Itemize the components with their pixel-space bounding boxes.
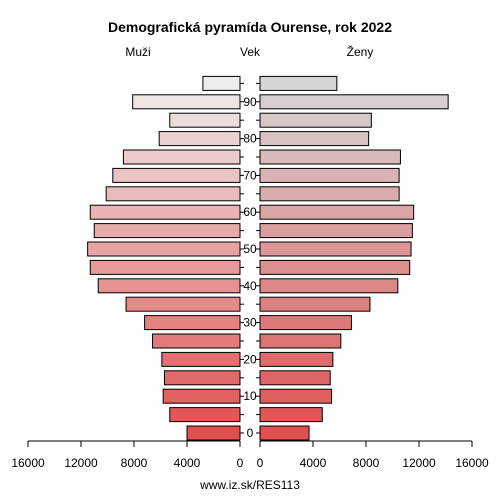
female-bar-85-89 [259, 112, 372, 128]
age-tick-label: 70 [243, 168, 257, 182]
age-tick-label: 40 [243, 279, 257, 293]
x-tick-label-left: 8000 [121, 456, 148, 470]
female-bar-45-49 [259, 259, 411, 275]
female-bar-70-74 [259, 167, 400, 183]
male-bar-15-19 [163, 370, 241, 386]
female-bar-50-54 [259, 241, 412, 257]
x-tick-label-left: 4000 [174, 456, 201, 470]
male-bar-20-24 [161, 351, 241, 367]
male-bar-85-89 [169, 112, 241, 128]
male-bar-30-34 [144, 315, 241, 331]
female-bar-30-34 [259, 315, 352, 331]
x-tick-label-right: 4000 [300, 456, 327, 470]
age-tick-label: 10 [243, 389, 257, 403]
male-bar-90-94 [132, 94, 241, 110]
x-tick-label-right: 12000 [402, 456, 436, 470]
footer-url: www.iz.sk/RES113 [199, 478, 300, 492]
female-bar-5-9 [259, 407, 323, 423]
male-bar-5-9 [169, 407, 241, 423]
female-bar-75-79 [259, 149, 401, 165]
female-bar-40-44 [259, 278, 399, 294]
x-tick-label-right: 8000 [353, 456, 380, 470]
age-tick-label: 0 [247, 426, 254, 440]
female-bar-65-69 [259, 186, 400, 202]
age-tick-label: 20 [243, 352, 257, 366]
male-bar-35-39 [125, 296, 241, 312]
center-label: Vek [240, 45, 261, 59]
male-bar-25-29 [152, 333, 241, 349]
chart-title: Demografická pyramída Ourense, rok 2022 [108, 19, 392, 35]
age-tick-label: 60 [243, 205, 257, 219]
age-tick-label: 50 [243, 242, 257, 256]
female-bar-80-84 [259, 131, 370, 147]
male-bar-95+ [202, 75, 241, 91]
x-axis-right: 0 4000 8000 12000 16000 [257, 440, 489, 470]
x-tick-label-left: 12000 [64, 456, 98, 470]
left-label: Muži [125, 45, 150, 59]
x-tick-label-right: 16000 [455, 456, 489, 470]
x-axis-left: 16000 12000 8000 4000 0 [11, 440, 244, 470]
female-bar-60-64 [259, 204, 415, 220]
x-tick-label-left: 0 [237, 456, 244, 470]
male-bar-75-79 [122, 149, 241, 165]
male-bar-80-84 [158, 131, 241, 147]
male-bar-65-69 [105, 186, 241, 202]
female-bar-25-29 [259, 333, 342, 349]
female-bar-55-59 [259, 223, 413, 239]
female-bar-35-39 [259, 296, 371, 312]
age-tick-label: 90 [243, 95, 257, 109]
female-bars [259, 75, 449, 441]
male-bar-55-59 [93, 223, 241, 239]
female-bar-20-24 [259, 351, 334, 367]
age-axis: 0 10 20 30 40 50 60 70 80 90 [240, 82, 260, 440]
female-bar-90-94 [259, 94, 449, 110]
male-bar-40-44 [97, 278, 241, 294]
x-tick-label-left: 16000 [11, 456, 45, 470]
age-tick-label: 80 [243, 132, 257, 146]
male-bar-45-49 [89, 259, 241, 275]
male-bar-60-64 [89, 204, 241, 220]
male-bars [87, 75, 241, 441]
right-label: Ženy [347, 44, 374, 59]
age-tick-label: 30 [243, 316, 257, 330]
male-bar-10-14 [162, 388, 241, 404]
male-bar-70-74 [112, 167, 241, 183]
female-bar-95+ [259, 75, 338, 91]
x-tick-label-right: 0 [257, 456, 264, 470]
female-bar-15-19 [259, 370, 331, 386]
male-bar-0-4 [186, 425, 241, 441]
male-bar-50-54 [87, 241, 241, 257]
female-bar-0-4 [259, 425, 310, 441]
female-bar-10-14 [259, 388, 333, 404]
